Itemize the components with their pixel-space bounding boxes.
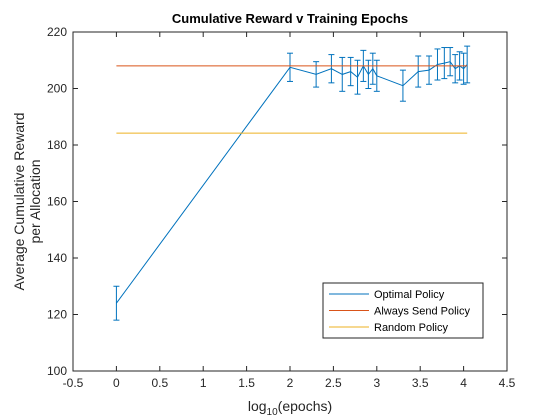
x-tick-label: 4 xyxy=(460,376,467,390)
y-tick-label: 140 xyxy=(47,251,67,265)
x-axis-label-main: log xyxy=(248,398,267,414)
x-tick-label: 4.5 xyxy=(499,376,516,390)
legend: Optimal Policy Always Send Policy Random P… xyxy=(322,282,484,339)
x-tick-label: 0 xyxy=(113,376,120,390)
x-axis-label: log10(epochs) xyxy=(248,398,332,418)
legend-entry: Random Policy xyxy=(374,322,448,334)
y-ticks: 100 120 140 160 180 200 220 xyxy=(47,25,507,378)
x-ticks: -0.5 0 0.5 1 1.5 2 2.5 3 3.5 4 4.5 xyxy=(63,32,516,390)
x-tick-label: 2 xyxy=(287,376,294,390)
y-tick-label: 220 xyxy=(47,25,67,39)
x-axis-label-rest: (epochs) xyxy=(278,398,332,414)
y-tick-label: 100 xyxy=(47,364,67,378)
y-axis-label-line2: per Allocation xyxy=(27,159,43,243)
x-tick-label: 2.5 xyxy=(325,376,342,390)
chart-title: Cumulative Reward v Training Epochs xyxy=(172,11,408,26)
y-axis-label: Average Cumulative Rewardper Allocation xyxy=(11,113,43,291)
x-tick-label: 0.5 xyxy=(151,376,168,390)
legend-entry: Always Send Policy xyxy=(374,306,470,318)
y-axis-label-line1: Average Cumulative Reward xyxy=(11,113,27,291)
y-tick-label: 200 xyxy=(47,82,67,96)
x-tick-label: 3.5 xyxy=(412,376,429,390)
series-layer xyxy=(113,45,471,321)
legend-entry: Optimal Policy xyxy=(374,289,445,301)
x-tick-label: 3 xyxy=(373,376,380,390)
y-tick-label: 180 xyxy=(47,138,67,152)
x-axis-label-subscript: 10 xyxy=(267,407,279,418)
y-tick-label: 160 xyxy=(47,195,67,209)
x-tick-label: 1 xyxy=(200,376,207,390)
x-tick-label: 1.5 xyxy=(238,376,255,390)
y-tick-label: 120 xyxy=(47,308,67,322)
x-tick-label: -0.5 xyxy=(63,376,84,390)
